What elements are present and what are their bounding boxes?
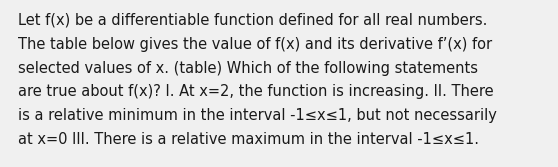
Text: at x=0 III. There is a relative maximum in the interval -1≤x≤1.: at x=0 III. There is a relative maximum … xyxy=(18,132,479,147)
Text: selected values of x. (table) Which of the following statements: selected values of x. (table) Which of t… xyxy=(18,61,478,76)
Text: are true about f(x)? I. At x=2, the function is increasing. II. There: are true about f(x)? I. At x=2, the func… xyxy=(18,84,494,99)
Text: The table below gives the value of f(x) and its derivative f’(x) for: The table below gives the value of f(x) … xyxy=(18,37,492,52)
Text: Let f(x) be a differentiable function defined for all real numbers.: Let f(x) be a differentiable function de… xyxy=(18,13,487,28)
Text: is a relative minimum in the interval -1≤x≤1, but not necessarily: is a relative minimum in the interval -1… xyxy=(18,108,497,123)
